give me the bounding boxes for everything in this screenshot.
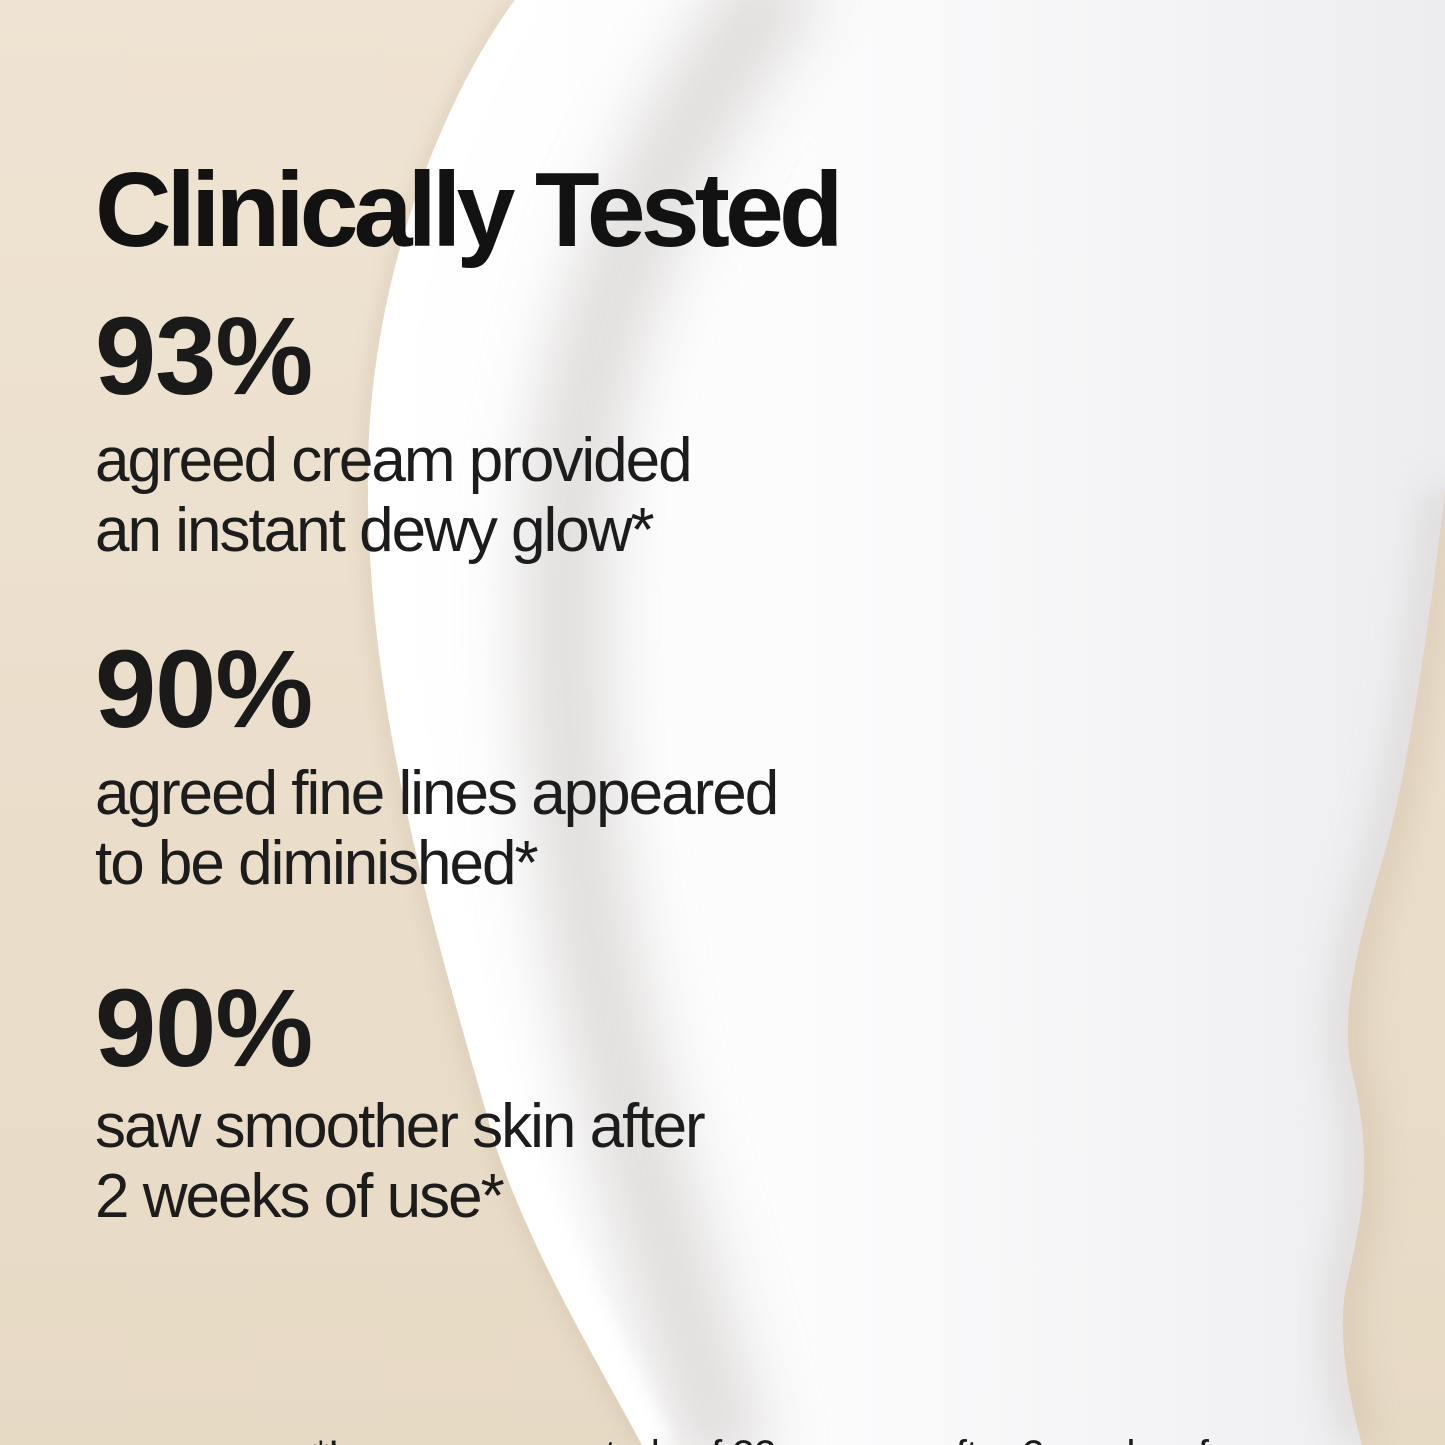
stat-description-2: agreed fine lines appeared to be diminis… xyxy=(95,759,779,899)
stat-description-line: agreed cream provided xyxy=(95,426,693,495)
stat-value-1: 93% xyxy=(95,295,313,418)
page-title: Clinically Tested xyxy=(95,151,844,270)
stat-description-3: saw smoother skin after 2 weeks of use* xyxy=(95,1092,706,1232)
stat-description-line: an instant dewy glow* xyxy=(95,496,655,565)
stat-description-1: agreed cream provided an instant dewy gl… xyxy=(95,426,693,566)
stat-value-3: 90% xyxy=(95,967,313,1090)
stat-description-line: to be diminished* xyxy=(95,829,539,898)
stat-description-line: agreed fine lines appeared xyxy=(95,759,779,828)
stat-description-line: 2 weeks of use* xyxy=(95,1162,505,1231)
stat-value-2: 90% xyxy=(95,628,313,751)
footnote: *In a consumer study of 32 women, after … xyxy=(313,1431,1283,1445)
stat-description-line: saw smoother skin after xyxy=(95,1092,706,1161)
